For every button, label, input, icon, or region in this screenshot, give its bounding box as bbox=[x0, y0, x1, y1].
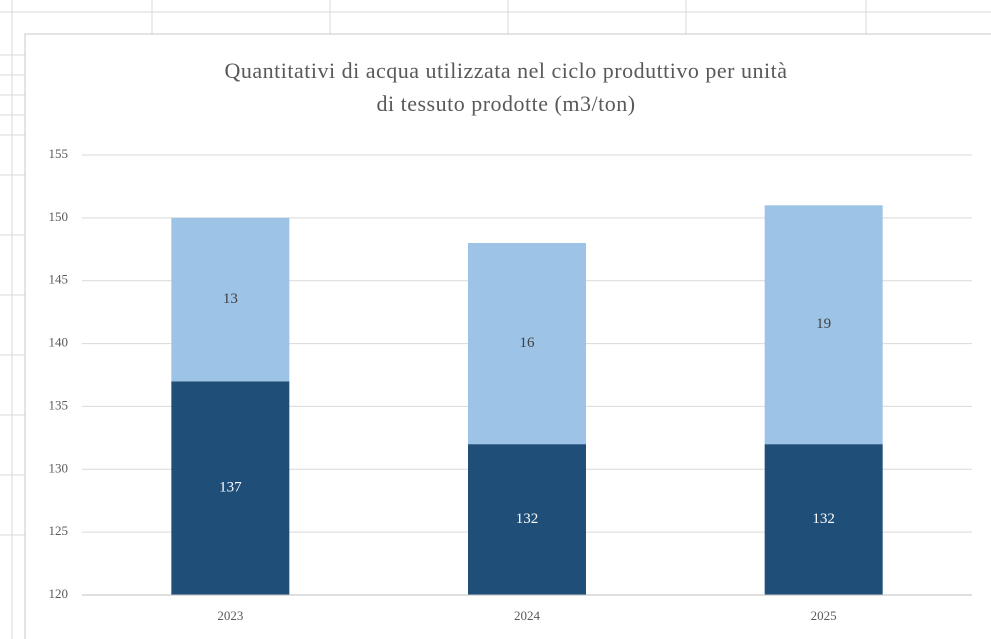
chart-title: Quantitativi di acqua utilizzata nel cic… bbox=[225, 58, 788, 83]
x-tick-label: 2023 bbox=[217, 608, 243, 623]
bar-segment bbox=[171, 217, 290, 382]
bar-segment bbox=[764, 444, 883, 595]
y-tick-label: 150 bbox=[49, 209, 69, 224]
y-tick-label: 135 bbox=[49, 397, 69, 412]
y-tick-label: 155 bbox=[49, 146, 69, 161]
x-tick-label: 2024 bbox=[514, 608, 541, 623]
bar-segment bbox=[171, 381, 290, 595]
data-label: 16 bbox=[520, 335, 536, 351]
bar-segment bbox=[468, 444, 586, 595]
bar-segment bbox=[468, 243, 586, 445]
data-label: 137 bbox=[219, 480, 242, 496]
y-tick-label: 130 bbox=[49, 460, 69, 475]
y-tick-label: 120 bbox=[49, 586, 69, 601]
data-label: 132 bbox=[516, 511, 539, 527]
bar-segment bbox=[764, 205, 883, 445]
x-tick-label: 2025 bbox=[811, 608, 837, 623]
y-tick-label: 125 bbox=[49, 523, 69, 538]
y-tick-label: 140 bbox=[49, 335, 69, 350]
data-label: 19 bbox=[816, 316, 831, 332]
chart-title: di tessuto prodotte (m3/ton) bbox=[376, 91, 635, 116]
y-tick-label: 145 bbox=[49, 272, 69, 287]
data-label: 13 bbox=[223, 291, 238, 307]
data-label: 132 bbox=[812, 511, 835, 527]
